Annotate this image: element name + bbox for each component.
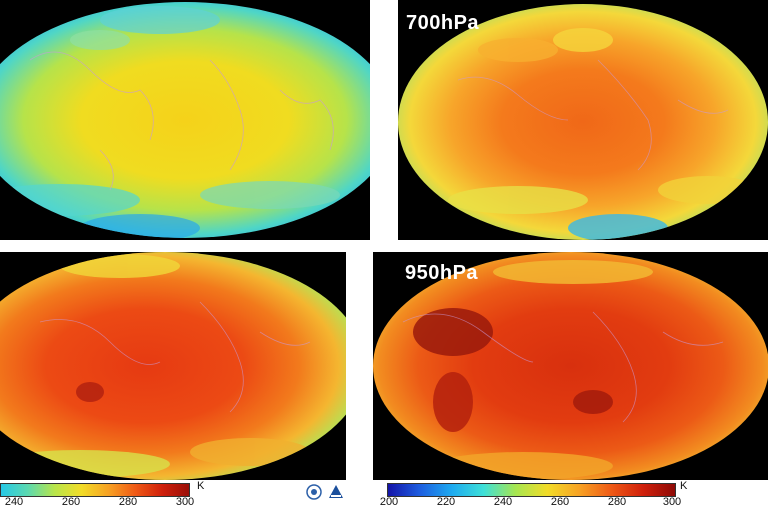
globe-ellipse — [0, 252, 346, 480]
map-panel-700hpa: 700hPa — [398, 0, 768, 240]
colorbar-unit: K — [197, 480, 205, 492]
globe-ellipse — [0, 2, 370, 238]
colorbar-tick: 260 — [550, 496, 570, 508]
colorbar-tick: 240 — [4, 496, 24, 508]
temperature-map-bottom-left — [0, 252, 346, 480]
colorbar-unit: K — [680, 480, 688, 492]
temperature-map-700hpa — [398, 4, 768, 240]
colorbar-gradient — [0, 483, 190, 497]
map-panel-bottom-left — [0, 252, 346, 480]
nsmc-logo-icon — [329, 485, 343, 498]
colorbar-tick: 220 — [436, 496, 456, 508]
map-panel-top-left — [0, 0, 370, 240]
pressure-level-label: 950hPa — [405, 262, 479, 284]
colorbar-tick: 200 — [379, 496, 399, 508]
map-panel-950hpa: 950hPa — [373, 252, 768, 480]
pressure-level-label: 700hPa — [406, 12, 480, 34]
colorbar-tick: 280 — [118, 496, 138, 508]
temperature-map-top-left — [0, 2, 370, 238]
colorbar-tick: 240 — [493, 496, 513, 508]
colorbar-right: 200 220 240 260 280 300 K — [379, 480, 702, 512]
colorbar-tick: 260 — [61, 496, 81, 508]
colorbar-tick: 300 — [175, 496, 195, 508]
colorbar-tick: 280 — [607, 496, 627, 508]
temperature-map-950hpa — [373, 252, 768, 480]
globe-ellipse — [373, 252, 768, 480]
emblem-icon — [306, 484, 322, 500]
colorbar-gradient — [387, 483, 676, 497]
colorbar-tick: 300 — [662, 496, 682, 508]
colorbar-left: 240 260 280 300 K — [0, 480, 220, 512]
